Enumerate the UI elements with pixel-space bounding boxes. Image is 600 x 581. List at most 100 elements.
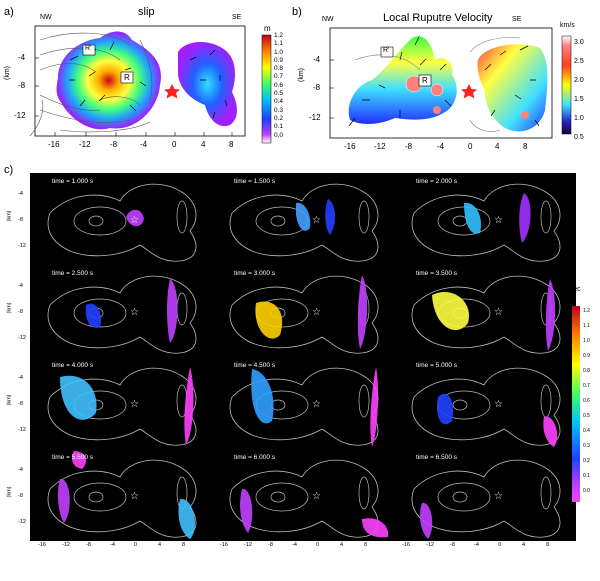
panel-a-colorbar-ticks: 1.2 1.1 1.0 0.9 0.8 0.7 0.6 0.5 0.4 0.3 …: [274, 32, 283, 140]
snapshot-xtick: -12: [426, 542, 434, 548]
rupture-front: [436, 393, 454, 425]
snapshot-ytick: -4: [382, 191, 387, 197]
snapshot-ytick: -4: [18, 283, 23, 289]
panel-a-slip-east: [178, 41, 237, 127]
panel-a-cb-tick: 0.4: [274, 98, 284, 106]
slip-contour: [358, 476, 370, 510]
rupture-front: [464, 202, 482, 234]
snapshot-time: time = 5.500 s: [52, 454, 94, 461]
panel-a-se: SE: [232, 14, 242, 21]
rupture-front: [296, 202, 311, 231]
snapshot-time: time = 2.000 s: [416, 178, 458, 185]
fault-outline: [411, 275, 561, 354]
panel-b-ylabel: (km): [298, 68, 305, 82]
snapshot-xtick: 4: [340, 542, 344, 548]
epicenter-star-icon: ☆: [312, 215, 321, 226]
slip-contour: [540, 384, 552, 418]
panel-a-colorbar-unit: m: [264, 24, 271, 33]
rupture-front: [184, 367, 194, 445]
panel-a-cb-tick: 0.3: [274, 106, 284, 114]
panel-b-xtick-3: -8: [405, 142, 413, 151]
snapshot-xtick: -4: [292, 542, 297, 548]
snapshot-ytick: -12: [200, 335, 208, 341]
snapshot-xtick: -16: [220, 542, 228, 548]
slip-contour: [452, 215, 468, 227]
fault-outline: [229, 367, 379, 446]
panel-a-xtick-6: 4: [201, 140, 206, 149]
snapshot-xtick: -16: [38, 542, 46, 548]
panel-c-cb-tick: 0.6: [583, 398, 590, 404]
panel-b-xtick-4: -4: [437, 142, 445, 151]
snapshot-ytick: -12: [200, 427, 208, 433]
snapshot-ytick: -4: [200, 283, 205, 289]
panel-c-cb-tick: 0.1: [583, 473, 590, 479]
panel-c-colorbar-svg: [572, 306, 580, 502]
slip-contour: [358, 384, 370, 418]
panel-a-box-r1: R': [85, 45, 92, 52]
snapshot-time: time = 1.000 s: [52, 178, 94, 185]
rupture-front: [432, 291, 470, 331]
panel-a-cb-tick: 1.1: [274, 40, 284, 48]
snapshot-ytick: -8: [18, 217, 23, 223]
epicenter-star-icon: ☆: [312, 399, 321, 410]
snapshot-ylabel: (km): [6, 486, 13, 498]
epicenter-star-icon: ☆: [130, 215, 139, 226]
panel-a-box-r: R: [124, 73, 130, 82]
panel-c-colorbar: [572, 306, 580, 502]
panel-c-colorbar-ticks: 1.2 1.1 1.0 0.9 0.8 0.7 0.6 0.5 0.4 0.3 …: [583, 304, 590, 499]
slip-contour: [437, 482, 491, 512]
snapshot-ytick: -12: [18, 427, 26, 433]
snapshot-ytick: -12: [382, 335, 390, 341]
panel-b-epicenter-star: [461, 84, 477, 99]
panel-b-velocity-west: [348, 36, 457, 124]
snapshot-ytick: -8: [382, 309, 387, 315]
snapshot-ytick: -8: [382, 401, 387, 407]
panel-c-cb-tick: 0.8: [583, 368, 590, 374]
snapshot-xtick: 0: [134, 542, 138, 548]
snapshot-panel: ☆ time = 6.000 s: [212, 449, 394, 541]
slip-contour: [88, 491, 104, 503]
snapshot-ytick: -8: [200, 217, 205, 223]
snapshot-xtick: 4: [522, 542, 526, 548]
snapshot-panel: ☆ time = 5.000 s: [394, 357, 576, 449]
snapshot-panel: ☆ time = 6.500 s: [394, 449, 576, 541]
rupture-front: [255, 301, 283, 339]
rupture-front: [240, 488, 253, 533]
panel-b-cb-tick: 3.0: [574, 39, 584, 46]
slip-contour: [255, 482, 309, 512]
snapshot-xtick: -4: [110, 542, 115, 548]
rupture-front: [178, 498, 195, 539]
rupture-front: [420, 502, 433, 539]
panel-a-epicenter-star: [164, 84, 180, 99]
panel-c-cb-tick: 0.2: [583, 458, 590, 464]
epicenter-star-icon: ☆: [130, 491, 139, 502]
panel-a-cb-tick: 0.1: [274, 123, 284, 131]
panel-b-frame: [329, 27, 553, 139]
fault-outline: [411, 367, 561, 446]
snapshot-plot: ☆: [411, 183, 561, 262]
snapshot-xtick: 4: [158, 542, 162, 548]
panel-b-box-r1: R': [383, 47, 390, 54]
slip-contour: [452, 399, 468, 411]
panel-b-cb-tick: 0.5: [574, 134, 584, 141]
panel-a-xtick-4: -4: [140, 140, 148, 149]
panel-b-cb-tick: 1.0: [574, 115, 584, 122]
rupture-front: [251, 369, 274, 424]
snapshot-ylabel: (km): [6, 210, 13, 222]
snapshot-time: time = 1.500 s: [234, 178, 276, 185]
panel-c-cb-tick: 1.0: [583, 338, 590, 344]
slip-contour: [452, 491, 468, 503]
snapshot-ytick: -8: [200, 493, 205, 499]
snapshot-xtick: -12: [62, 542, 70, 548]
snapshot-xtick: 8: [364, 542, 368, 548]
panel-b-ytick-1: -4: [313, 55, 321, 64]
panel-c-colorbar-unit: m/sec: [562, 286, 581, 293]
snapshot-plot: ☆: [229, 367, 379, 447]
snapshot-time: time = 5.000 s: [416, 362, 458, 369]
snapshot-panel: ☆ time = 3.000 s: [212, 265, 394, 357]
fault-outline: [47, 275, 197, 354]
snapshot-plot: ☆: [47, 275, 197, 354]
snapshot-ytick: -4: [18, 375, 23, 381]
snapshot-ytick: -12: [18, 335, 26, 341]
panel-a-xtick-7: 8: [229, 140, 234, 149]
